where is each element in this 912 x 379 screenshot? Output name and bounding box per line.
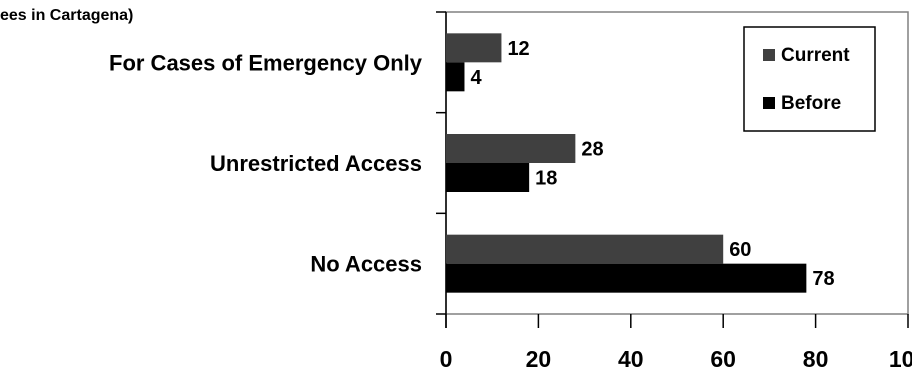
bar-current [446,234,724,264]
category-label: No Access [310,252,422,277]
bar-before [446,163,530,192]
category-label: Unrestricted Access [210,151,422,176]
category-labels: For Cases of Emergency Only Unrestricted … [109,50,423,276]
legend: Current Before [743,26,876,132]
legend-swatch-current [763,49,775,61]
bar-current [446,33,502,63]
bar-value-label: 28 [581,139,603,161]
legend-label-before: Before [781,93,841,114]
bar-value-label: 12 [507,38,529,60]
x-tick-label: 80 [803,346,829,372]
category-label: For Cases of Emergency Only [109,50,423,75]
x-tick-label: 0 [440,346,453,372]
bar-value-labels: 12 4 28 18 60 78 [470,38,834,290]
x-tick-label: 60 [710,346,736,372]
x-tick-label: 40 [618,346,644,372]
legend-box [743,26,876,132]
bar-current [446,134,576,163]
bar-before [446,263,807,293]
bars [446,33,807,293]
bar-value-label: 4 [470,67,482,89]
legend-label-current: Current [781,45,850,66]
bar-value-label: 60 [729,239,751,261]
legend-swatch-before [763,97,775,109]
bar-value-label: 78 [812,268,834,290]
x-tick-labels: 0 20 40 60 80 100 [440,346,912,372]
bar-before [446,62,465,92]
x-tick-label: 100 [889,346,912,372]
bar-value-label: 18 [535,168,557,190]
chart-subtitle: ees in Cartagena) [0,7,133,24]
x-tick-label: 20 [526,346,552,372]
axis-ticks [436,11,909,328]
